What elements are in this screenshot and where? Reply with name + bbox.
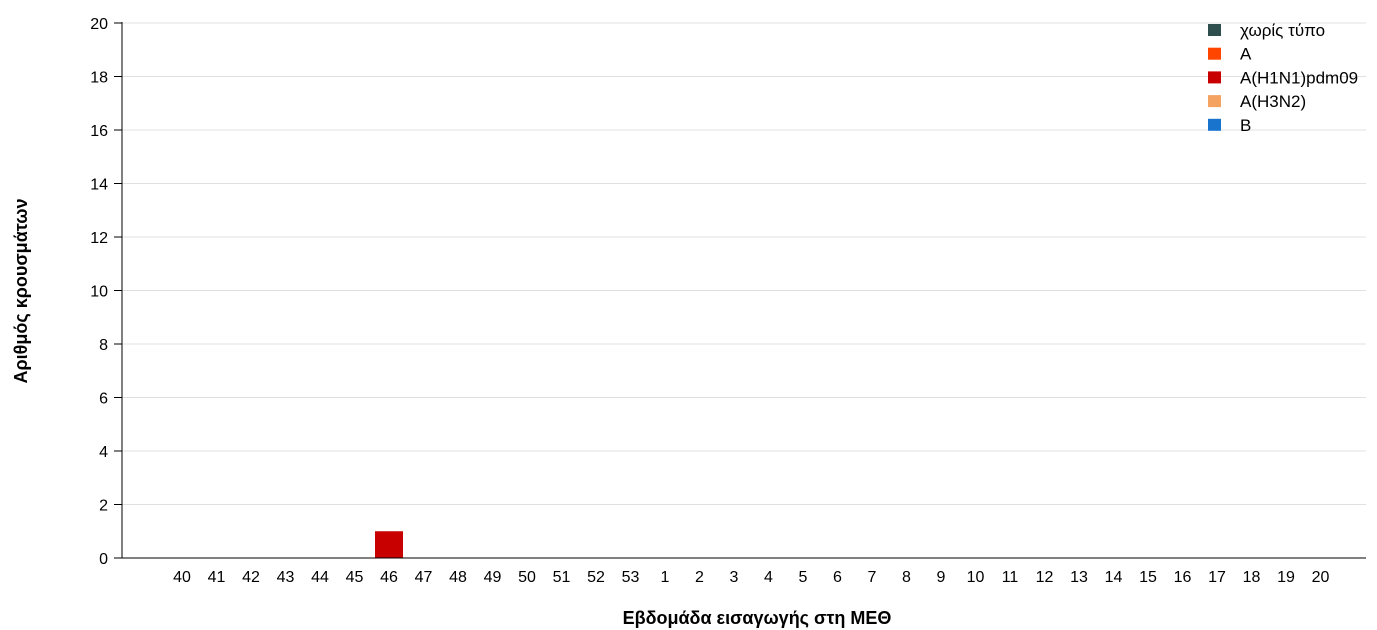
- x-tick-label: 4: [764, 569, 773, 586]
- x-tick-label: 47: [415, 569, 433, 586]
- y-tick-label: 4: [99, 444, 108, 461]
- y-tick-label: 20: [90, 16, 108, 33]
- legend-swatch: [1208, 118, 1221, 131]
- x-tick-label: 51: [553, 569, 571, 586]
- x-tick-label: 52: [587, 569, 605, 586]
- y-tick-label: 12: [90, 230, 108, 247]
- axes: [114, 22, 1366, 559]
- legend-label: A: [1240, 45, 1252, 64]
- x-tick-label: 13: [1070, 569, 1088, 586]
- x-tick-label: 50: [518, 569, 536, 586]
- x-tick-label: 2: [695, 569, 704, 586]
- x-tick-labels: 40 41 42 43 44 45 46 47 48 49 50 51 52 53 1 2 3 4 5 6 7 8 9 10 1…: [173, 569, 1329, 586]
- x-tick-label: 3: [730, 569, 739, 586]
- legend-label: A(H1N1)pdm09: [1240, 68, 1358, 87]
- legend-swatch: [1208, 71, 1221, 84]
- gridlines: [122, 22, 1366, 505]
- y-tick-label: 14: [90, 177, 108, 194]
- x-tick-label: 6: [833, 569, 842, 586]
- x-tick-label: 42: [242, 569, 260, 586]
- x-tick-label: 15: [1139, 569, 1157, 586]
- x-axis-title: Εβδομάδα εισαγωγής στη ΜΕΘ: [623, 608, 892, 628]
- y-axis-title: Αριθμός κρουσμάτων: [11, 198, 31, 383]
- x-tick-label: 18: [1243, 569, 1261, 586]
- x-tick-label: 48: [449, 569, 467, 586]
- x-tick-label: 9: [937, 569, 946, 586]
- legend-label: B: [1240, 116, 1251, 135]
- x-tick-label: 12: [1036, 569, 1054, 586]
- legend-swatch: [1208, 95, 1221, 108]
- y-tick-label: 16: [90, 123, 108, 140]
- x-tick-label: 41: [208, 569, 226, 586]
- x-tick-label: 45: [346, 569, 364, 586]
- x-tick-label: 10: [967, 569, 985, 586]
- x-tick-label: 11: [1002, 569, 1019, 586]
- legend-label: χωρίς τύπο: [1240, 21, 1325, 40]
- y-tick-label: 10: [90, 284, 108, 301]
- x-tick-label: 46: [380, 569, 398, 586]
- x-tick-label: 19: [1277, 569, 1295, 586]
- legend-swatch: [1208, 24, 1221, 36]
- y-tick-label: 18: [90, 70, 108, 87]
- y-tick-label: 6: [99, 391, 108, 408]
- y-tick-label: 0: [99, 551, 108, 568]
- legend-swatch: [1208, 47, 1221, 60]
- x-tick-label: 43: [277, 569, 295, 586]
- x-tick-label: 53: [622, 569, 640, 586]
- x-tick-label: 17: [1208, 569, 1226, 586]
- bars: [375, 531, 403, 558]
- y-tick-label: 8: [99, 337, 108, 354]
- legend: χωρίς τύπο A A(H1N1)pdm09 A(H3N2) B: [1208, 21, 1358, 135]
- y-tick-label: 2: [99, 498, 108, 515]
- x-tick-label: 16: [1174, 569, 1192, 586]
- x-tick-label: 7: [868, 569, 877, 586]
- x-tick-label: 40: [173, 569, 191, 586]
- x-tick-label: 8: [902, 569, 911, 586]
- x-tick-label: 44: [311, 569, 329, 586]
- bar: [375, 531, 403, 558]
- x-tick-label: 49: [484, 569, 502, 586]
- x-tick-label: 14: [1105, 569, 1123, 586]
- legend-label: A(H3N2): [1240, 92, 1306, 111]
- x-tick-label: 20: [1312, 569, 1330, 586]
- x-tick-label: 5: [799, 569, 808, 586]
- y-tick-labels: 0 2 4 6 8 10 12 14 16 18 20: [90, 16, 108, 568]
- x-tick-label: 1: [661, 569, 670, 586]
